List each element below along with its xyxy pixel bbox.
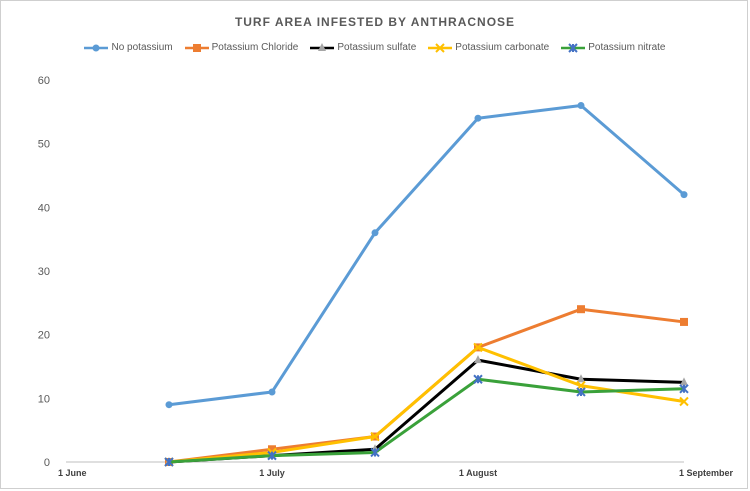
data-point (576, 387, 586, 397)
legend-swatch (561, 42, 586, 53)
y-tick-label: 30 (38, 266, 50, 278)
data-point (568, 42, 578, 53)
legend-item: Potassium sulfate (310, 42, 416, 53)
y-tick-label: 40 (38, 202, 50, 214)
legend-item: Potassium carbonate (428, 42, 549, 53)
data-point (473, 374, 483, 384)
data-point (474, 355, 482, 364)
data-point (92, 44, 100, 51)
x-tick-label: 1 June (58, 468, 87, 478)
x-tick-label: 1 July (259, 468, 285, 478)
legend-label: Potassium Chloride (211, 42, 299, 53)
data-point (370, 447, 380, 458)
data-point (679, 384, 689, 394)
data-point (679, 396, 689, 407)
data-point (680, 377, 688, 386)
data-point (680, 317, 688, 326)
legend-item: No potassium (84, 42, 173, 53)
series-line (167, 377, 686, 464)
data-point (164, 457, 174, 467)
x-tick-label: 1 August (459, 468, 497, 478)
series-line (167, 103, 686, 407)
data-point (192, 43, 201, 52)
data-point (577, 374, 585, 383)
legend-label: Potassium nitrate (588, 42, 666, 53)
chart-title: TURF AREA INFESTED BY ANTHRACNOSE (234, 15, 516, 29)
legend-swatch (84, 44, 109, 51)
y-tick-label: 60 (38, 75, 50, 87)
series-potassium-chloride (165, 305, 688, 466)
legend-item: Potassium Chloride (184, 42, 299, 53)
data-point (473, 342, 483, 353)
legend-label: Potassium sulfate (337, 42, 417, 53)
series-potassium-sulfate (165, 355, 688, 465)
legend-label: Potassium carbonate (455, 42, 550, 53)
legend-label: No potassium (111, 42, 173, 53)
data-point (318, 42, 327, 51)
series-no-potassium (165, 101, 688, 409)
y-tick-label: 50 (38, 139, 50, 151)
legend-swatch (184, 43, 209, 52)
y-tick-label: 10 (38, 393, 50, 405)
data-point (267, 450, 277, 461)
data-point (370, 431, 380, 442)
data-point (577, 101, 585, 109)
data-point (577, 305, 585, 314)
data-point (268, 388, 276, 396)
data-point (435, 42, 445, 53)
data-point (268, 445, 276, 454)
series-line (167, 307, 686, 464)
legend-swatch (428, 42, 453, 53)
data-point (680, 191, 688, 199)
legend-item: Potassium nitrate (561, 42, 666, 53)
chart-legend: No potassium Potassium Chloride Potassium … (0, 42, 750, 53)
series-line (167, 358, 686, 464)
series-potassium-nitrate (164, 374, 689, 467)
x-tick-label: 1 September (679, 468, 734, 478)
y-tick-label: 20 (38, 330, 50, 342)
legend-swatch (310, 42, 335, 51)
data-point (371, 229, 379, 237)
series-line (167, 345, 686, 464)
data-point (165, 401, 173, 409)
y-tick-label: 0 (44, 457, 50, 469)
data-point (474, 114, 482, 122)
